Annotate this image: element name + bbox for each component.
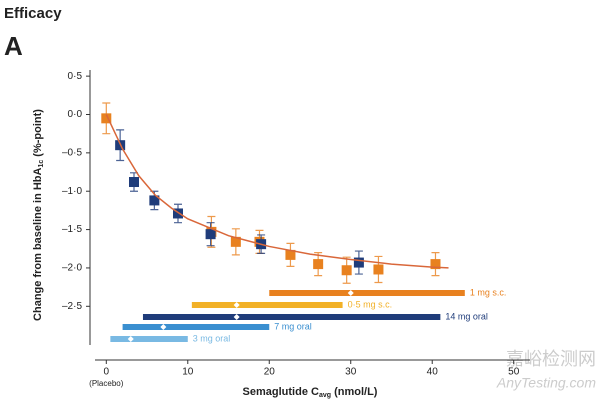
point (101, 113, 112, 124)
watermark: AnyTesting.com (496, 375, 596, 391)
y-tick-label: –2·5 (62, 301, 82, 312)
point (129, 177, 139, 188)
x-axis-label-tail: (nmol/L) (331, 386, 378, 398)
range-median (233, 302, 240, 308)
fit-line (105, 114, 449, 269)
x-tick-label: 30 (345, 367, 357, 378)
x-axis-label: Semaglutide Cavg (nmol/L) (243, 386, 378, 399)
range-median (160, 324, 167, 330)
range-label: 14 mg oral (445, 311, 488, 321)
point (430, 259, 441, 270)
point (341, 265, 352, 276)
y-tick-label: –2·0 (62, 263, 82, 274)
range-label: 7 mg oral (274, 321, 312, 331)
range-label: 0·5 mg s.c. (348, 299, 393, 309)
x-tick-label: 10 (182, 367, 194, 378)
point (149, 195, 160, 206)
y-axis-label-text: Change from baseline in HbA (32, 167, 44, 320)
point (353, 257, 364, 268)
range-median (233, 314, 240, 320)
y-axis-label: Change from baseline in HbA1c (%-point) (32, 109, 45, 321)
y-tick-label: –1·0 (62, 186, 82, 197)
range-median (347, 290, 354, 296)
x-tick-label: 20 (264, 367, 276, 378)
point (285, 249, 296, 260)
x-tick-label: 0 (104, 367, 110, 378)
y-axis-label-tail: (%-point) (32, 109, 44, 160)
x-note: (Placebo) (89, 379, 124, 388)
x-axis-label-text: Semaglutide C (243, 386, 319, 398)
range-label: 3 mg oral (193, 333, 231, 343)
y-tick-label: –1·5 (62, 224, 82, 235)
x-axis-label-sub: avg (319, 392, 331, 399)
y-tick-label: –0·5 (62, 147, 82, 158)
range-median (127, 336, 134, 342)
y-axis-label-sub: 1c (38, 160, 45, 168)
range-label: 1 mg s.c. (470, 287, 507, 297)
point (373, 264, 384, 275)
x-tick-label: 50 (508, 367, 520, 378)
y-tick-label: 0·0 (68, 109, 83, 120)
panel-label: A (4, 31, 23, 61)
y-tick-label: 0·5 (68, 71, 83, 82)
x-tick-label: 40 (427, 367, 439, 378)
point (205, 229, 216, 240)
watermark: 嘉峪检测网 (506, 349, 596, 369)
chart-title: Efficacy (4, 5, 62, 22)
point (173, 208, 183, 219)
point (313, 259, 324, 270)
point (230, 236, 241, 247)
